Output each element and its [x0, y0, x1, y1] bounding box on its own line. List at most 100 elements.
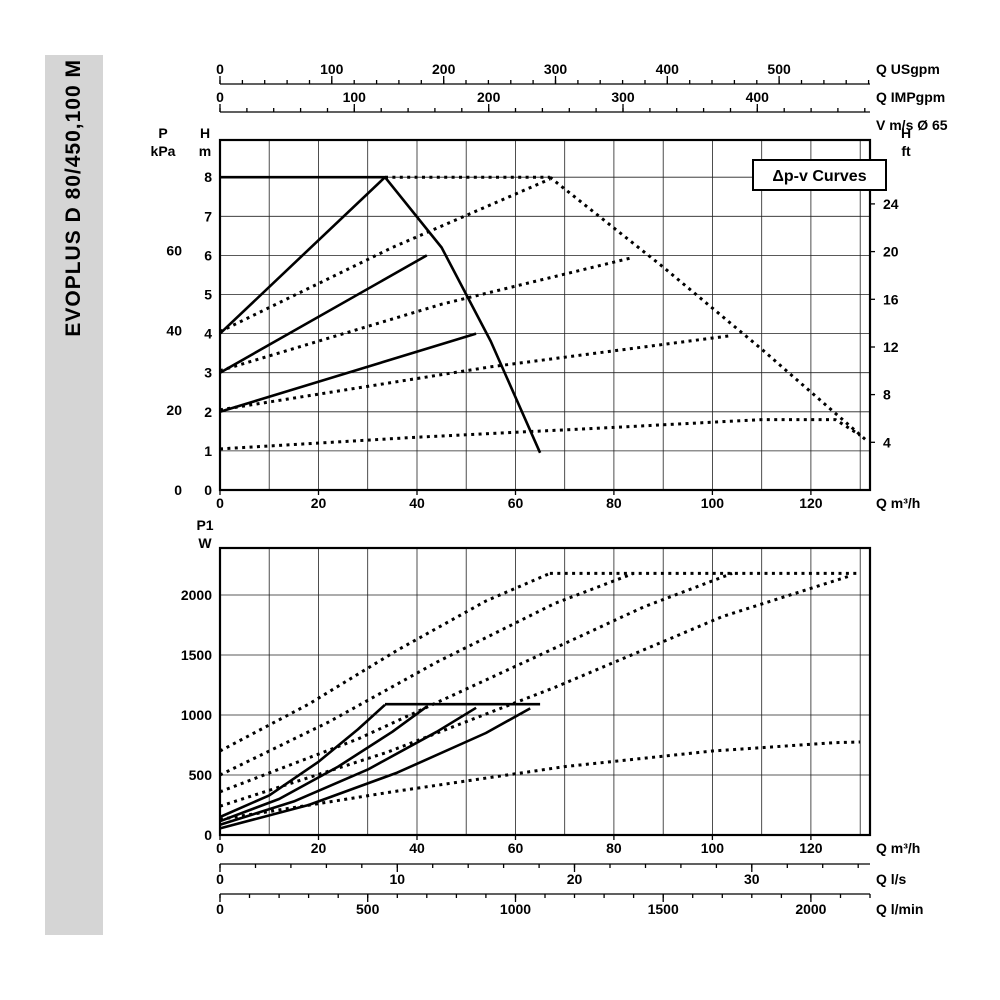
- aux-tick-label: 100: [320, 61, 344, 77]
- x-unit-label: Q m³/h: [876, 495, 920, 511]
- x-tick-label: 120: [799, 495, 823, 511]
- x-tick-label: 60: [508, 840, 524, 856]
- velocity-scale-label: V m/s Ø 65: [876, 117, 948, 133]
- y-tick-label: 1500: [181, 647, 212, 663]
- x-tick-label: 0: [216, 495, 224, 511]
- y-right-header: ft: [901, 143, 911, 159]
- y-tick-label: 500: [189, 767, 213, 783]
- y-tick-label: 0: [204, 482, 212, 498]
- power-dpv-8-twin: [219, 572, 551, 753]
- y-right-tick-label: 12: [883, 339, 899, 355]
- aux-tick-label: 1000: [500, 901, 531, 917]
- power-dpv-4-twin: [219, 571, 733, 794]
- y-tick-label: 4: [204, 326, 212, 342]
- y-tick-label: 8: [204, 169, 212, 185]
- aux-tick-label: 400: [656, 61, 680, 77]
- y-right-tick-label: 20: [883, 244, 899, 260]
- y-tick-label: 1: [204, 443, 212, 459]
- power-dpv-4-single: [219, 706, 477, 827]
- power-min-single: [219, 707, 531, 830]
- y-tick-label: 2: [204, 404, 212, 420]
- aux-unit-label: Q USgpm: [876, 61, 940, 77]
- aux-unit-label: Q l/min: [876, 901, 923, 917]
- y-right-header: H: [901, 125, 911, 141]
- dpv-6m-twin: [219, 255, 634, 373]
- aux-tick-label: 300: [544, 61, 568, 77]
- y-right-tick-label: 4: [883, 434, 891, 450]
- model-label-bar: EVOPLUS D 80/450,100 M: [45, 55, 103, 935]
- y-tick-label: 0: [174, 482, 182, 498]
- aux-tick-label: 10: [390, 871, 406, 887]
- y-tick-label: 5: [204, 287, 212, 303]
- x-tick-label: 100: [701, 840, 725, 856]
- dpv-6m-single: [219, 254, 428, 374]
- y-axis-header: m: [199, 143, 211, 159]
- dpv-4m-twin: [219, 334, 733, 412]
- x-tick-label: 20: [311, 840, 327, 856]
- aux-tick-label: 30: [744, 871, 760, 887]
- x-tick-label: 20: [311, 495, 327, 511]
- y-tick-label: 7: [204, 208, 212, 224]
- min-curve-twin: [219, 418, 862, 451]
- y-axis-header: P: [158, 125, 167, 141]
- plot-frame: [218, 546, 872, 837]
- aux-tick-label: 20: [567, 871, 583, 887]
- x-tick-label: 60: [508, 495, 524, 511]
- x-tick-label: 100: [701, 495, 725, 511]
- dpv-8m-twin: [219, 177, 551, 333]
- x-tick-label: 120: [799, 840, 823, 856]
- y-tick-label: 2000: [181, 587, 212, 603]
- y-axis-header: kPa: [151, 143, 176, 159]
- aux-unit-label: Q l/s: [876, 871, 907, 887]
- dpv-4m-single: [219, 332, 477, 414]
- y-tick-label: 1000: [181, 707, 212, 723]
- power-dpv-8-single: [219, 703, 386, 819]
- y-right-tick-label: 16: [883, 291, 899, 307]
- x-tick-label: 80: [606, 840, 622, 856]
- power-dpv-6-twin: [219, 571, 635, 777]
- y-tick-label: 60: [166, 243, 182, 259]
- aux-tick-label: 400: [746, 89, 770, 105]
- y-tick-label: 20: [166, 402, 182, 418]
- aux-tick-label: 300: [611, 89, 635, 105]
- aux-unit-label: Q IMPgpm: [876, 89, 945, 105]
- chart-title-box: [752, 159, 887, 191]
- y-axis-header: W: [198, 535, 212, 551]
- aux-tick-label: 500: [767, 61, 791, 77]
- y-axis-header: P1: [196, 517, 213, 533]
- aux-tick-label: 200: [477, 89, 501, 105]
- power-min-twin-rise: [219, 574, 851, 808]
- y-axis-header: H: [200, 125, 210, 141]
- aux-tick-label: 100: [343, 89, 367, 105]
- aux-tick-label: 500: [356, 901, 380, 917]
- x-tick-label: 0: [216, 840, 224, 856]
- y-right-tick-label: 24: [883, 196, 899, 212]
- y-tick-label: 3: [204, 365, 212, 381]
- x-unit-label: Q m³/h: [876, 840, 920, 856]
- plot-frame: [218, 138, 872, 492]
- x-tick-label: 40: [409, 495, 425, 511]
- dpv-8m-single: [219, 176, 386, 335]
- max-curve-single-drop: [383, 176, 542, 454]
- chart-title: Δp-v Curves: [772, 168, 866, 185]
- max-curve-twin-drop: [548, 176, 867, 441]
- power-min-twin-low: [219, 740, 861, 821]
- y-right-tick-label: 8: [883, 387, 891, 403]
- aux-tick-label: 2000: [795, 901, 826, 917]
- power-flow-chart: 0 20 40 60 80 100 120 Q m³/h0500100015002000P1W…: [181, 517, 924, 917]
- y-tick-label: 40: [166, 322, 182, 338]
- aux-tick-label: 0: [216, 901, 224, 917]
- aux-tick-label: 0: [216, 61, 224, 77]
- y-tick-label: 0: [204, 827, 212, 843]
- x-tick-label: 80: [606, 495, 622, 511]
- aux-tick-label: 200: [432, 61, 456, 77]
- aux-tick-label: 0: [216, 89, 224, 105]
- y-tick-label: 6: [204, 247, 212, 263]
- head-flow-chart: 0 20 40 60 80 100 120 Q m³/h0204060PkPa01234567…: [151, 61, 948, 511]
- power-dpv-6-single: [219, 705, 428, 823]
- x-tick-label: 40: [409, 840, 425, 856]
- aux-tick-label: 0: [216, 871, 224, 887]
- aux-tick-label: 1500: [648, 901, 679, 917]
